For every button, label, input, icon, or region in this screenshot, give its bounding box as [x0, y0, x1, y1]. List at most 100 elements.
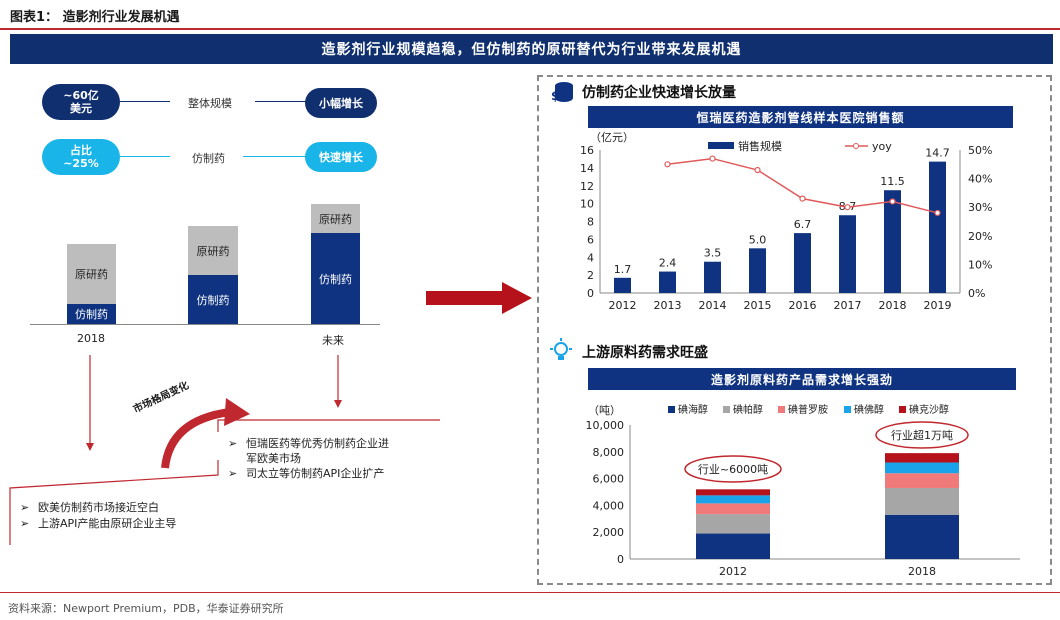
chart1-bar [704, 261, 721, 293]
chart1-y2-tick: 10% [968, 258, 992, 271]
bar-future-originator: 原研药 [311, 204, 360, 233]
total-scale-label: 整体规模 [188, 97, 232, 110]
bullet-text: 司太立等仿制药API企业扩产 [246, 467, 385, 480]
chart1-yoy-point [799, 195, 806, 202]
chart1-yoy-point [709, 155, 716, 162]
chart2-bar-segment [885, 514, 959, 559]
chart1: （亿元） 0 2 4 6 8 10 12 14 16 0% 10% 20% 30% 40% 50% 1.7 201… [580, 131, 992, 312]
chart1-legend-swatch-bar [708, 142, 734, 149]
chart2-title: 造影剂原料药产品需求增长强劲 [588, 368, 1016, 390]
coins-icon: $ [551, 82, 573, 103]
chart2-x-tick: 2018 [908, 565, 936, 578]
chart1-y-tick: 14 [580, 162, 594, 175]
chart1-bar [749, 248, 766, 293]
chart2-legend-label: 碘海醇 [678, 403, 708, 416]
chart1-x-tick: 2013 [654, 299, 682, 312]
chart1-x-tick: 2017 [834, 299, 862, 312]
chart1-data-label: 6.7 [794, 218, 812, 231]
chart2: （吨） 0 2,000 4,000 6,000 8,000 10,000 2012 2018 行业… [586, 403, 1020, 578]
chart1-data-label: 2.4 [659, 257, 677, 270]
chart1-y2-tick: 40% [968, 173, 992, 186]
chart1-bar [884, 190, 901, 293]
share-pill: 占比 ~25% [42, 139, 120, 175]
chart1-data-label: 1.7 [614, 263, 632, 276]
chart2-y-tick: 10,000 [586, 419, 625, 432]
chart2-y-tick: 8,000 [593, 446, 625, 459]
bar-mid-originator: 原研药 [188, 226, 238, 275]
bar-mid-generic: 仿制药 [188, 275, 238, 324]
chart2-legend-swatch [723, 406, 730, 413]
main-banner: 造影剂行业规模趋稳，但仿制药的原研替代为行业带来发展机遇 [10, 34, 1053, 64]
chart1-x-tick: 2016 [789, 299, 817, 312]
chart2-y-tick: 6,000 [593, 473, 625, 486]
chart1-y-tick: 4 [587, 251, 594, 264]
chart1-legend-bar: 销售规模 [738, 139, 782, 153]
chart2-annotation: 行业~6000吨 [698, 463, 768, 476]
chart2-bar-segment [696, 514, 770, 534]
footer-divider [0, 592, 1060, 593]
lightbulb-icon [550, 338, 572, 360]
chart1-x-tick: 2012 [609, 299, 637, 312]
slight-growth-pill: 小幅增长 [305, 88, 377, 118]
chart1-title: 恒瑞医药造影剂管线样本医院销售额 [588, 106, 1013, 128]
chart2-x-tick: 2012 [719, 565, 747, 578]
bullet-text: 上游API产能由原研企业主导 [38, 517, 177, 530]
title-divider [0, 28, 1060, 30]
chart1-bar [659, 271, 676, 293]
chart2-bar-segment [696, 495, 770, 504]
fast-growth-pill: 快速增长 [305, 142, 377, 172]
chart1-legend-marker [853, 143, 859, 149]
source-note: 资料来源：Newport Premium，PDB，华泰证券研究所 [8, 602, 284, 615]
chart1-y-tick: 6 [587, 233, 594, 246]
market-size-pill: ~60亿 美元 [42, 84, 120, 120]
chart2-annotation-ring [684, 455, 782, 483]
chart1-yoy-point [934, 209, 941, 217]
chart2-annotation: 行业超1万吨 [891, 428, 953, 442]
chart1-yoy-point [889, 198, 896, 205]
chart2-bar-segment [696, 503, 770, 515]
chart2-legend-label: 碘佛醇 [854, 403, 884, 416]
figure-title: 图表1： 造影剂行业发展机遇 [10, 10, 180, 25]
chart1-x-tick: 2014 [699, 299, 727, 312]
chart1-legend-line: yoy [872, 140, 892, 153]
chart2-unit: （吨） [588, 404, 621, 417]
chart2-legend-swatch [844, 406, 851, 413]
chart1-bar [794, 233, 811, 293]
chart1-y-tick: 12 [580, 180, 594, 193]
chart2-bar-segment [885, 462, 959, 474]
connector-line [243, 156, 307, 157]
chart1-x-tick: 2018 [879, 299, 907, 312]
chart1-y-tick: 16 [580, 144, 594, 157]
chart1-yoy-point [844, 204, 851, 211]
right-panel [537, 75, 1052, 585]
chart2-bar-segment [885, 453, 959, 463]
chart1-y2-tick: 0% [968, 287, 985, 300]
chart2-y-tick: 2,000 [593, 526, 625, 539]
bullet-text: 恒瑞医药等优秀仿制药企业进 军欧美市场 [246, 437, 389, 465]
chart2-bar-segment [885, 487, 959, 515]
chart1-y2-tick: 20% [968, 230, 992, 243]
chart2-legend-swatch [778, 406, 785, 413]
chart1-data-label: 11.5 [880, 175, 905, 188]
bullets-right: ➢ 恒瑞医药等优秀仿制药企业进 军欧美市场 ➢ 司太立等仿制药API企业扩产 [228, 437, 389, 480]
chart2-y-tick: 0 [617, 553, 624, 566]
chart1-data-label: 3.5 [704, 247, 722, 260]
chart1-x-tick: 2019 [924, 299, 952, 312]
bullets-left: ➢ 欧美仿制药市场接近空白 ➢ 上游API产能由原研企业主导 [20, 501, 177, 530]
chart1-data-label: 14.7 [925, 147, 950, 160]
bar-category-future: 未来 [322, 334, 344, 347]
chart2-bar-segment [885, 473, 959, 488]
chart2-bar-segment [696, 489, 770, 496]
chart1-unit: （亿元） [590, 131, 634, 144]
baseline [30, 324, 380, 325]
bar-future-generic: 仿制药 [311, 233, 360, 324]
chart1-y2-tick: 50% [968, 144, 992, 157]
chart1-y-tick: 2 [587, 269, 594, 282]
bar-category-2018: 2018 [77, 332, 105, 345]
chart1-y-tick: 10 [580, 198, 594, 211]
chart1-y2-tick: 30% [968, 201, 992, 214]
chart1-x-tick: 2015 [744, 299, 772, 312]
chart2-annotation-ring [875, 421, 969, 449]
transition-arrow [426, 282, 532, 314]
chart1-yoy-point [754, 166, 761, 174]
